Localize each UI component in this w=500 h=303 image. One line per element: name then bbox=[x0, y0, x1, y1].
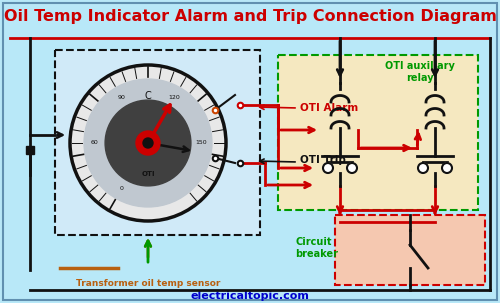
Bar bbox=[335, 215, 485, 285]
Circle shape bbox=[347, 163, 357, 173]
Circle shape bbox=[136, 131, 160, 155]
Text: OTI auxiliary
relay: OTI auxiliary relay bbox=[385, 61, 455, 83]
Circle shape bbox=[442, 163, 452, 173]
Text: 90: 90 bbox=[118, 95, 126, 100]
Text: 60: 60 bbox=[91, 141, 99, 145]
Bar bbox=[278, 55, 478, 210]
Bar bbox=[55, 50, 260, 235]
Circle shape bbox=[143, 138, 153, 148]
Text: Circuit
breaker: Circuit breaker bbox=[295, 237, 338, 259]
Text: Transformer oil temp sensor: Transformer oil temp sensor bbox=[76, 278, 220, 288]
Circle shape bbox=[418, 163, 428, 173]
Text: C: C bbox=[144, 91, 152, 101]
Circle shape bbox=[70, 65, 226, 221]
Circle shape bbox=[84, 79, 212, 207]
Text: 120: 120 bbox=[168, 95, 180, 100]
Circle shape bbox=[105, 100, 191, 186]
Text: electricaltopic.com: electricaltopic.com bbox=[190, 291, 310, 301]
Text: OTI: OTI bbox=[142, 171, 155, 177]
Text: 0: 0 bbox=[120, 186, 124, 191]
Text: OTI Trip: OTI Trip bbox=[300, 155, 346, 165]
Circle shape bbox=[323, 163, 333, 173]
Text: 150: 150 bbox=[195, 141, 207, 145]
Text: Oil Temp Indicator Alarm and Trip Connection Diagram: Oil Temp Indicator Alarm and Trip Connec… bbox=[4, 8, 496, 24]
Text: OTI Alarm: OTI Alarm bbox=[300, 103, 358, 113]
